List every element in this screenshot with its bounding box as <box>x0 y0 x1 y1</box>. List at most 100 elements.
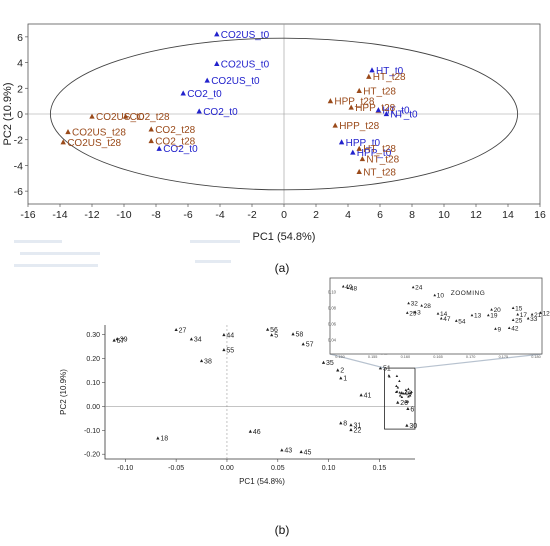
loading-point: 18 <box>156 436 168 443</box>
point-label: 9 <box>497 326 501 333</box>
y-tick-label: 0.20 <box>86 356 100 363</box>
scatter-point-t0: NT_t0 <box>383 110 418 121</box>
x-tick-label: -10 <box>116 209 131 221</box>
scatter-point-t28: NT_t28 <box>359 155 400 166</box>
inset-point: 14 <box>436 311 448 318</box>
point-marker <box>180 90 186 96</box>
point-label: HPP_t28 <box>334 97 374 108</box>
loading-point: 58 <box>291 332 303 339</box>
point-marker <box>321 360 326 364</box>
point-marker <box>332 122 338 128</box>
scatter-point-t0: HT_t0 <box>369 66 404 77</box>
panel-b-axes <box>104 325 415 460</box>
zoom-cluster-marker <box>398 379 401 383</box>
x-tick-label: 6 <box>377 209 383 221</box>
inset-x-tick-label: 0.150 <box>335 355 345 359</box>
scatter-point-t0: CO2US_t0 <box>214 30 270 41</box>
point-marker <box>494 327 497 330</box>
loading-point: 8 <box>339 421 347 428</box>
point-label: 41 <box>364 393 372 400</box>
point-marker <box>270 333 274 337</box>
zoom-connector-left <box>329 353 385 369</box>
point-marker <box>204 77 210 83</box>
point-label: 5 <box>274 333 278 340</box>
point-label: 28 <box>424 303 432 310</box>
zoom-cluster-marker <box>407 387 410 391</box>
point-marker <box>122 113 129 119</box>
panel-b-loading-plot: -0.10 -0.05 0.00 0.05 0.10 0.150.300.200.100.… <box>59 277 550 486</box>
point-marker <box>346 286 350 290</box>
point-label: 8 <box>343 421 347 428</box>
loading-point: 2 <box>336 368 344 375</box>
confidence-ellipse <box>49 37 519 191</box>
panel-a-ticks: -16 -14 -12 -10 -8 -6 -4 -2 0 2 4 6 8 10 12 14 16 6 4 2 0 -2 -… <box>14 32 546 221</box>
point-marker <box>436 312 440 315</box>
point-label: HT_t28 <box>363 86 396 97</box>
inset-point: 12 <box>539 310 550 317</box>
x-tick-label: 8 <box>409 209 415 221</box>
point-marker <box>396 400 400 404</box>
point-label: 54 <box>458 318 466 325</box>
zoom-cluster-marker <box>395 390 399 393</box>
point-label: 39 <box>120 336 128 343</box>
point-marker <box>266 327 270 331</box>
point-label: 46 <box>253 429 261 436</box>
point-marker <box>336 368 340 372</box>
loading-point: 46 <box>248 429 261 436</box>
point-marker <box>356 145 362 151</box>
loading-point: 31 <box>349 423 361 430</box>
point-label: HT_t0 <box>382 106 410 117</box>
zoom-cluster-marker <box>395 374 399 378</box>
point-label: CO2_t28 <box>155 125 195 136</box>
zoom-cluster-marker <box>388 375 391 378</box>
panel-a-score-plot: -16 -14 -12 -10 -8 -6 -4 -2 0 2 4 6 8 10 12 14 16 6 4 2 0 -2 -… <box>2 23 546 267</box>
point-marker <box>375 107 382 113</box>
x-tick-label: -4 <box>215 209 224 221</box>
point-label: 30 <box>409 423 417 430</box>
point-marker <box>383 111 390 117</box>
point-label: CO2US_t0 <box>96 112 145 123</box>
point-marker <box>526 316 530 320</box>
point-label: 10 <box>437 293 445 300</box>
point-label: 33 <box>530 316 538 323</box>
point-label: CO2US_t0 <box>221 59 270 70</box>
point-label: HT_t0 <box>376 66 404 77</box>
point-label: CO2_t0 <box>163 144 198 155</box>
inset-y-tick-label: 0.06 <box>328 322 337 327</box>
loading-point: 22 <box>349 427 361 434</box>
scatter-point-t0: CO2US_t0 <box>214 59 270 70</box>
inset-point: 33 <box>526 316 538 323</box>
panel-b-zero-lines <box>105 325 415 459</box>
panel-b-label: (b) <box>275 523 290 537</box>
y-tick-label: 0.30 <box>86 332 100 339</box>
point-marker <box>359 156 366 162</box>
point-label: 25 <box>515 318 523 325</box>
point-label: 31 <box>353 423 361 430</box>
point-label: 17 <box>520 312 528 319</box>
point-marker <box>349 428 353 432</box>
point-marker <box>196 108 202 114</box>
point-marker <box>339 421 343 425</box>
scatter-point-t28: HPP_t28 <box>348 103 396 114</box>
point-label: 13 <box>474 313 482 320</box>
x-tick-label: 16 <box>534 209 546 221</box>
point-label: 56 <box>270 327 278 334</box>
point-marker <box>339 376 343 380</box>
point-label: CO2_t28 <box>155 137 195 148</box>
loading-point: 34 <box>189 337 202 344</box>
point-marker <box>301 342 305 346</box>
inset-point: 47 <box>439 316 451 323</box>
zoom-cluster-marker <box>395 384 398 388</box>
point-marker <box>156 145 162 151</box>
point-marker <box>454 319 458 322</box>
x-tick-label: 2 <box>313 209 319 221</box>
zoom-cluster-marker <box>396 386 400 389</box>
y-tick-label: 0 <box>17 109 23 121</box>
inset-x-tick-label: 0.160 <box>401 355 411 359</box>
point-marker <box>405 423 409 427</box>
point-label: NT_t0 <box>390 110 418 121</box>
scatter-point-t28: CO2_t28 <box>148 125 196 136</box>
scatter-point-t28: HT_t28 <box>356 86 396 97</box>
